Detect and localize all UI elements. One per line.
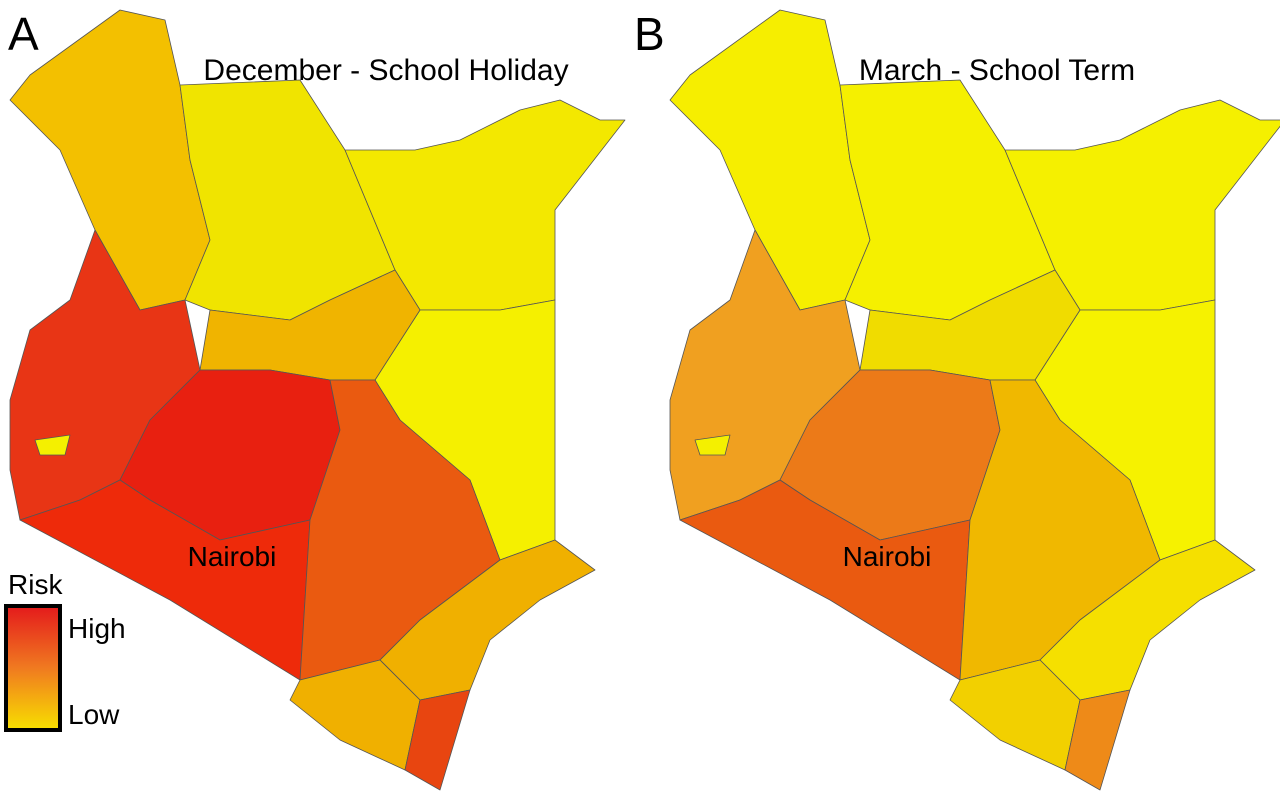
panel-title: March - School Term: [859, 54, 1135, 87]
legend: Risk High Low: [4, 569, 126, 732]
panel-title: December - School Holiday: [203, 54, 568, 87]
city-label: Nairobi: [188, 541, 277, 572]
city-label: Nairobi: [843, 541, 932, 572]
legend-title: Risk: [8, 569, 63, 600]
legend-high: High: [68, 613, 126, 644]
map-b: [669, 9, 1280, 791]
panel-letter: A: [8, 8, 39, 60]
legend-low: Low: [68, 699, 120, 730]
map-a: [9, 9, 626, 791]
panel-letter: B: [634, 8, 665, 60]
legend-gradient: [4, 604, 62, 732]
